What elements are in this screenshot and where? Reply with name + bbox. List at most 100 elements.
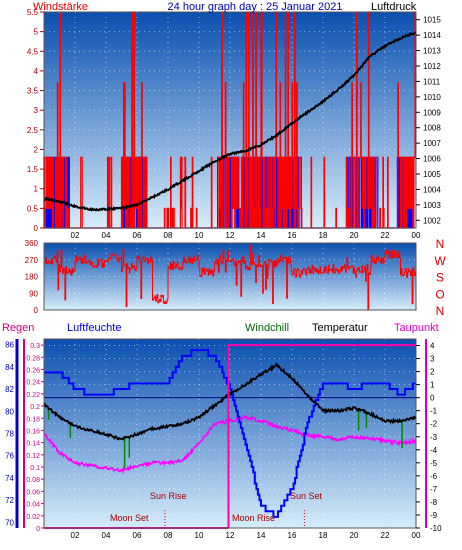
panel2-right-tick-label: N <box>436 237 445 251</box>
panel3-humidity-tick-label: 84 <box>5 363 14 372</box>
panel3-rain-ticks: 0.3 0.28 0.26 0.24 0.22 0.2 0.18 0.16 0.14 0.12 0.… <box>23 339 44 533</box>
panel3-x-tick-label: 04 <box>102 531 111 540</box>
panel2-right-tick-label: N <box>436 304 445 318</box>
panel1-left-tick-label: 3.5 <box>27 87 39 96</box>
panel3-temp-tick-label: -9 <box>430 511 438 520</box>
panel1-left-tick-label: 5 <box>34 28 39 37</box>
panel3-temp-tick-label: -8 <box>430 498 438 507</box>
panel3-rain-tick-label: 0.04 <box>26 502 40 509</box>
panel2-series <box>43 244 417 310</box>
sun-rise-label: Sun Rise <box>150 491 187 501</box>
panel3-temp-tick-label: 4 <box>430 342 435 351</box>
panel3-temperature-ticks: 4 3 2 1 0 -1 -2 -3 -4 -5 -6 -7 -8 -9 -10 <box>416 339 442 533</box>
panel2-left-ticks: 360 270 180 90 0 <box>25 239 39 315</box>
panel1-left-tick-label: 5.5 <box>27 8 39 17</box>
panel3-rain-tick-label: 0.26 <box>26 367 40 374</box>
panel1-x-tick-label: 08 <box>164 231 173 240</box>
panel3-background <box>44 339 416 528</box>
panel1-x-tick-label: 06 <box>133 231 142 240</box>
wind-strength-label: Windstärke <box>33 1 88 13</box>
panel3-rain-tick-label: 0.2 <box>30 404 40 411</box>
panel3-rain-tick-label: 0.08 <box>26 477 40 484</box>
panel3-x-tick-label: 20 <box>350 531 359 540</box>
panel1-right-tick-label: 1015 <box>423 16 441 25</box>
panel3-temp-tick-label: -1 <box>430 407 438 416</box>
panel1-right-tick-label: 1009 <box>423 108 441 117</box>
panel3-rain-tick-label: 0.28 <box>26 355 40 362</box>
dewpoint-line <box>43 414 417 475</box>
panel3-humidity-tick-label: 80 <box>5 407 14 416</box>
panel1-x-tick-label: 12 <box>226 231 235 240</box>
panel3-temp-tick-label: -5 <box>430 459 438 468</box>
panel1-left-tick-label: 1 <box>34 185 39 194</box>
panel3-x-tick-label: 00 <box>412 531 421 540</box>
panel1-x-ticks: 02 04 06 08 10 12 14 16 18 20 22 00 <box>71 231 421 240</box>
panel3-x-ticks: 02 04 06 08 10 12 14 16 18 20 22 00 <box>71 531 421 540</box>
panel1-right-tick-label: 1007 <box>423 139 441 148</box>
panel3-rain-tick-label: 0.24 <box>26 380 40 387</box>
panel1-right-ticks: 1015 1014 1013 1012 1011 1010 1009 1008 1007 1006… <box>416 16 441 225</box>
panel3-rain-tick-label: 0.1 <box>30 465 40 472</box>
panel1-right-tick-label: 1003 <box>423 201 441 210</box>
panel1-left-tick-label: 4 <box>34 67 39 76</box>
panel1-x-tick-label: 04 <box>102 231 111 240</box>
panel3-humidity-tick-label: 74 <box>5 474 14 483</box>
panel3-rain-tick-label: 0.06 <box>26 489 40 496</box>
panel1-left-tick-label: 0 <box>34 224 39 233</box>
panel3-temp-tick-label: 1 <box>430 381 435 390</box>
panel3-temp-tick-label: -10 <box>430 524 442 533</box>
panel1-right-tick-label: 1014 <box>423 31 441 40</box>
panel1-right-tick-label: 1012 <box>423 62 441 71</box>
rain-bar <box>227 344 416 528</box>
panel3-x-tick-label: 12 <box>226 531 235 540</box>
panel3-x-tick-label: 10 <box>195 531 204 540</box>
temperature-label: Temperatur <box>312 322 368 334</box>
panel2-left-tick-label: 0 <box>34 306 39 315</box>
moon-set-label: Moon Set <box>110 513 149 523</box>
panel3-humidity-tick-label: 76 <box>5 452 14 461</box>
panel2-left-tick-label: 180 <box>25 273 39 282</box>
humidity-label: Luftfeuchte <box>67 322 121 334</box>
panel3-x-tick-label: 02 <box>71 531 80 540</box>
pressure-label: Luftdruck <box>371 1 417 13</box>
panel1-x-tick-label: 22 <box>381 231 390 240</box>
panel3-x-tick-label: 22 <box>381 531 390 540</box>
panel3-x-tick-label: 14 <box>257 531 266 540</box>
temperature-line <box>43 362 417 441</box>
panel1-left-tick-label: 3 <box>34 106 39 115</box>
panel3-temp-tick-label: -7 <box>430 485 438 494</box>
humidity-line <box>44 349 416 518</box>
panel1-right-tick-label: 1006 <box>423 155 441 164</box>
panel1-left-tick-label: 1.5 <box>27 165 39 174</box>
panel2-frame <box>43 242 417 311</box>
panel3-temp-tick-label: 0 <box>430 394 435 403</box>
panel1-right-tick-label: 1005 <box>423 170 441 179</box>
panel1-x-tick-label: 18 <box>319 231 328 240</box>
panel1-left-tick-label: 2.5 <box>27 126 39 135</box>
panel3-temp-tick-label: 2 <box>430 368 435 377</box>
panel3-rain-tick-label: 0 <box>36 526 40 533</box>
panel3-rain-tick-label: 0.18 <box>26 416 40 423</box>
chart-title: 24 hour graph day : 25 Januar 2021 <box>168 1 343 13</box>
panel3-x-tick-label: 08 <box>164 531 173 540</box>
panel3-x-tick-label: 06 <box>133 531 142 540</box>
panel1-x-tick-label: 00 <box>412 231 421 240</box>
panel1-x-tick-label: 20 <box>350 231 359 240</box>
panel2-right-tick-label: S <box>436 271 444 285</box>
panel3-frame <box>43 338 417 529</box>
panel2-left-tick-label: 270 <box>25 256 39 265</box>
panel1-right-tick-label: 1002 <box>423 216 441 225</box>
panel3-rain-tick-label: 0.3 <box>30 343 40 350</box>
panel3-rain-tick-label: 0.16 <box>26 428 40 435</box>
panel1-right-tick-label: 1008 <box>423 124 441 133</box>
panel3-rain-tick-label: 0.02 <box>26 514 40 521</box>
panel2-right-tick-label: O <box>435 287 444 301</box>
panel1-x-tick-label: 02 <box>71 231 80 240</box>
windchill-spikes <box>47 408 403 469</box>
panel1-left-tick-label: 4.5 <box>27 47 39 56</box>
panel1-x-tick-label: 16 <box>288 231 297 240</box>
panel3-rain-tick-label: 0.14 <box>26 441 40 448</box>
sun-set-label: Sun Set <box>290 491 323 501</box>
